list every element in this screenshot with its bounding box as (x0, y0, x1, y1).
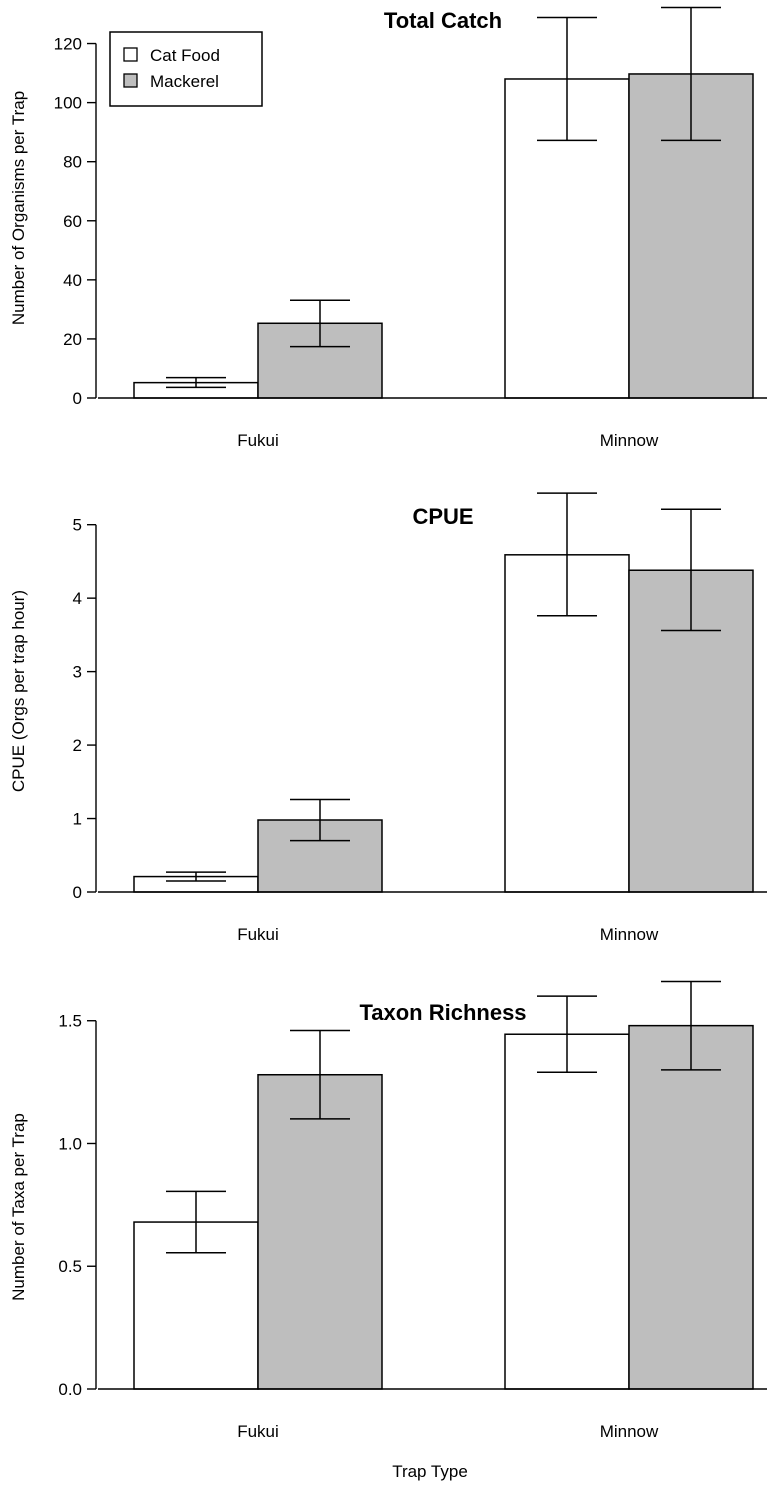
error-bar (661, 508, 721, 632)
error-bar (166, 376, 226, 389)
error-bar (166, 1190, 226, 1254)
y-axis: 0 1 2 3 4 5 (73, 516, 97, 902)
legend: Cat Food Mackerel (109, 31, 263, 107)
y-tick-label: 4 (73, 589, 82, 608)
x-axis: Fukui Minnow (98, 891, 767, 944)
y-tick-label: 0 (73, 389, 82, 408)
bars (133, 492, 754, 893)
y-tick-label: 5 (73, 516, 82, 535)
y-tick-label: 3 (73, 663, 82, 682)
x-axis: Fukui Minnow (98, 397, 767, 450)
error-bar (166, 871, 226, 882)
error-bar (537, 16, 597, 142)
error-bar (537, 492, 597, 617)
legend-box (109, 31, 263, 107)
error-bar (290, 1029, 350, 1120)
category-label: Fukui (237, 1422, 279, 1441)
y-tick-label: 1.5 (58, 1012, 82, 1031)
y-tick-label: 0.5 (58, 1257, 82, 1276)
y-axis: 0 20 40 60 80 100 120 (54, 35, 97, 408)
y-axis-label: CPUE (Orgs per trap hour) (9, 590, 28, 792)
y-axis-label: Number of Organisms per Trap (9, 91, 28, 325)
category-label: Fukui (237, 925, 279, 944)
bars (133, 980, 754, 1390)
y-axis-label: Number of Taxa per Trap (9, 1113, 28, 1301)
y-tick-label: 120 (54, 35, 82, 54)
x-axis: Fukui Minnow (98, 1388, 767, 1441)
y-tick-label: 40 (63, 271, 82, 290)
y-axis: 0.0 0.5 1.0 1.5 (58, 1012, 97, 1399)
legend-swatch-mackerel (123, 73, 138, 88)
panel-title: CPUE (412, 504, 473, 529)
y-tick-label: 0 (73, 883, 82, 902)
error-bar (661, 980, 721, 1071)
legend-label-cat-food: Cat Food (150, 46, 220, 65)
bars (133, 6, 754, 399)
panel-cpue: CPUE CPUE (Orgs per trap hour) 0 1 2 3 4 5 Fu… (9, 492, 767, 944)
y-tick-label: 80 (63, 153, 82, 172)
error-bar (661, 6, 721, 142)
error-bar (537, 995, 597, 1074)
category-label: Minnow (600, 925, 659, 944)
category-label: Minnow (600, 1422, 659, 1441)
y-tick-label: 1 (73, 810, 82, 829)
y-tick-label: 0.0 (58, 1380, 82, 1399)
category-label: Minnow (600, 431, 659, 450)
panel-total-catch: Total Catch Number of Organisms per Trap… (9, 6, 767, 450)
legend-swatch-cat-food (123, 47, 138, 62)
panel-title: Total Catch (384, 8, 502, 33)
error-bar (290, 798, 350, 842)
bar-mackerel (628, 1024, 754, 1390)
y-tick-label: 60 (63, 212, 82, 231)
panel-title: Taxon Richness (359, 1000, 526, 1025)
x-axis-label: Trap Type (392, 1462, 468, 1481)
y-tick-label: 1.0 (58, 1134, 82, 1153)
y-tick-label: 100 (54, 94, 82, 113)
category-label: Fukui (237, 431, 279, 450)
error-bar (290, 299, 350, 348)
y-tick-label: 20 (63, 330, 82, 349)
y-tick-label: 2 (73, 736, 82, 755)
bar-cat-food (504, 1033, 630, 1390)
panel-taxon-richness: Taxon Richness Number of Taxa per Trap 0… (9, 980, 767, 1441)
bar-mackerel (257, 1073, 383, 1390)
legend-label-mackerel: Mackerel (150, 72, 219, 91)
